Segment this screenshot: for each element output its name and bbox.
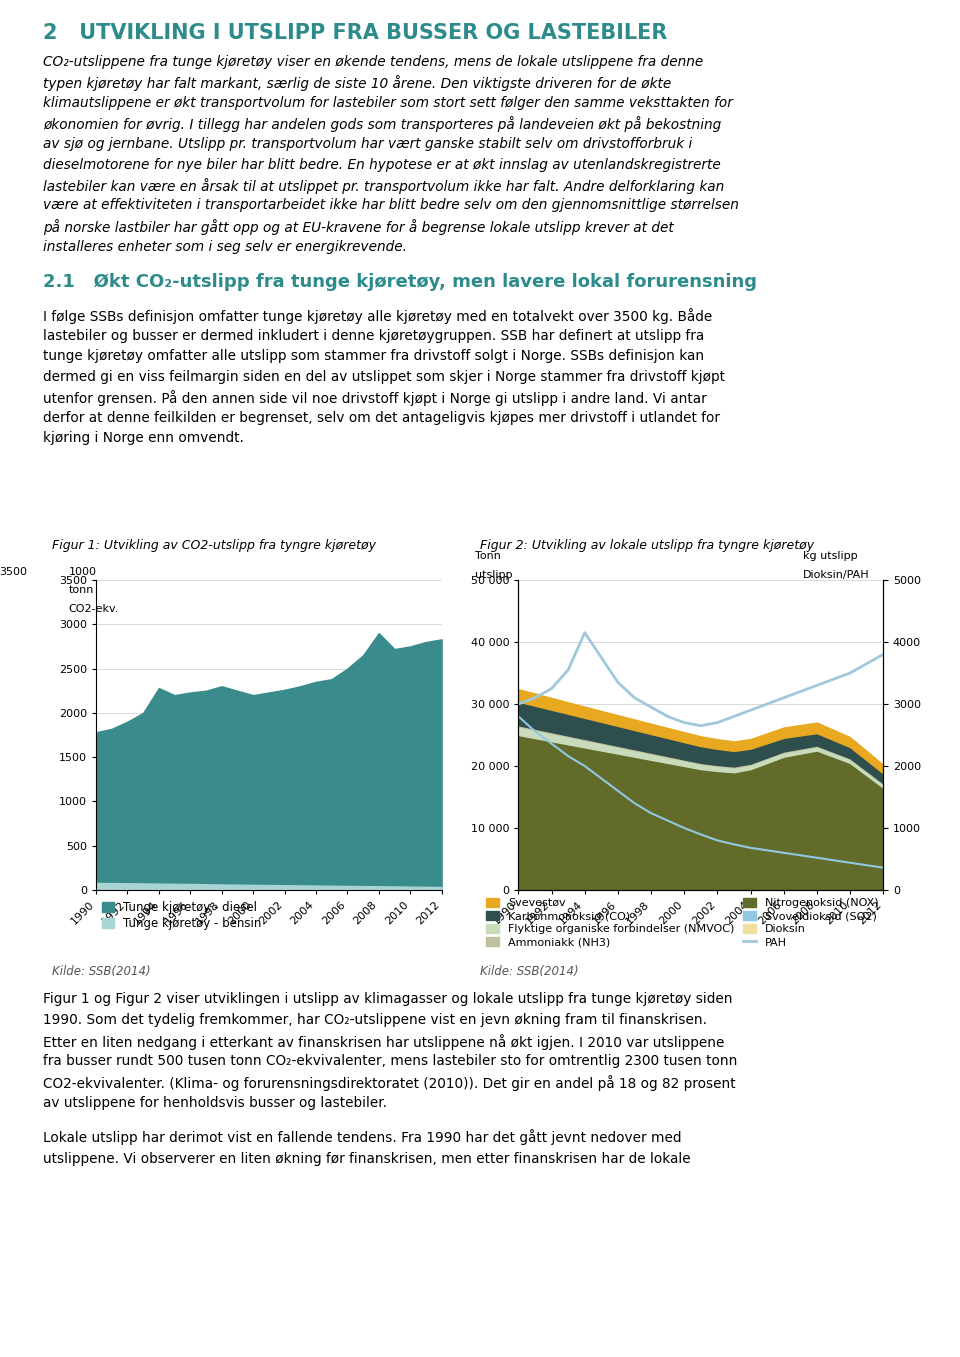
Text: Dioksin/PAH: Dioksin/PAH bbox=[803, 570, 870, 579]
Text: utslipp: utslipp bbox=[474, 570, 512, 579]
Text: CO2-ekvivalenter. (Klima- og forurensningsdirektoratet (2010)). Det gir en andel: CO2-ekvivalenter. (Klima- og forurensnin… bbox=[43, 1075, 735, 1091]
Text: I følge SSBs definisjon omfatter tunge kjøretøy alle kjøretøy med en totalvekt o: I følge SSBs definisjon omfatter tunge k… bbox=[43, 308, 712, 324]
Text: 2.1   Økt CO₂-utslipp fra tunge kjøretøy, men lavere lokal forurensning: 2.1 Økt CO₂-utslipp fra tunge kjøretøy, … bbox=[43, 273, 757, 290]
Text: Lokale utslipp har derimot vist en fallende tendens. Fra 1990 har det gått jevnt: Lokale utslipp har derimot vist en falle… bbox=[43, 1129, 682, 1145]
Text: Figur 1: Utvikling av CO2-utslipp fra tyngre kjøretøy: Figur 1: Utvikling av CO2-utslipp fra ty… bbox=[52, 540, 376, 552]
Text: installeres enheter som i seg selv er energikrevende.: installeres enheter som i seg selv er en… bbox=[43, 239, 407, 254]
Text: 2   UTVIKLING I UTSLIPP FRA BUSSER OG LASTEBILER: 2 UTVIKLING I UTSLIPP FRA BUSSER OG LAST… bbox=[43, 23, 667, 43]
Text: lastebiler og busser er dermed inkludert i denne kjøretøygruppen. SSB har define: lastebiler og busser er dermed inkludert… bbox=[43, 328, 705, 342]
Text: Tonn: Tonn bbox=[474, 551, 500, 562]
Text: tunge kjøretøy omfatter alle utslipp som stammer fra drivstoff solgt i Norge. SS: tunge kjøretøy omfatter alle utslipp som… bbox=[43, 349, 705, 364]
Legend: Tunge kjøretøy - diesel, Tunge kjøretøy - bensin: Tunge kjøretøy - diesel, Tunge kjøretøy … bbox=[102, 901, 261, 931]
Text: 1990. Som det tydelig fremkommer, har CO₂-utslippene vist en jevn økning fram ti: 1990. Som det tydelig fremkommer, har CO… bbox=[43, 1012, 708, 1027]
Text: 3500: 3500 bbox=[0, 567, 27, 577]
Text: utenfor grensen. På den annen side vil noe drivstoff kjøpt i Norge gi utslipp i : utenfor grensen. På den annen side vil n… bbox=[43, 391, 707, 406]
Text: Etter en liten nedgang i etterkant av finanskrisen har utslippene nå økt igjen. : Etter en liten nedgang i etterkant av fi… bbox=[43, 1034, 725, 1049]
Text: på norske lastbiler har gått opp og at EU-kravene for å begrense lokale utslipp : på norske lastbiler har gått opp og at E… bbox=[43, 218, 674, 235]
Text: av utslippene for henholdsvis busser og lastebiler.: av utslippene for henholdsvis busser og … bbox=[43, 1096, 387, 1110]
Text: fra busser rundt 500 tusen tonn CO₂-ekvivalenter, mens lastebiler sto for omtren: fra busser rundt 500 tusen tonn CO₂-ekvi… bbox=[43, 1054, 737, 1068]
Text: CO₂-utslippene fra tunge kjøretøy viser en økende tendens, mens de lokale utslip: CO₂-utslippene fra tunge kjøretøy viser … bbox=[43, 56, 704, 69]
Text: økonomien for øvrig. I tillegg har andelen gods som transporteres på landeveien : økonomien for øvrig. I tillegg har andel… bbox=[43, 117, 722, 133]
Text: kjøring i Norge enn omvendt.: kjøring i Norge enn omvendt. bbox=[43, 432, 244, 445]
Text: klimautslippene er økt transportvolum for lastebiler som stort sett følger den s: klimautslippene er økt transportvolum fo… bbox=[43, 96, 733, 110]
Text: utslippene. Vi observerer en liten økning før finanskrisen, men etter finanskris: utslippene. Vi observerer en liten øknin… bbox=[43, 1152, 691, 1167]
Legend: Svevestøv, Karbonmonoksid (CO), Flyktige organiske forbindelser (NMVOC), Ammonia: Svevestøv, Karbonmonoksid (CO), Flyktige… bbox=[486, 897, 879, 947]
Text: derfor at denne feilkilden er begrenset, selv om det antageligvis kjøpes mer dri: derfor at denne feilkilden er begrenset,… bbox=[43, 411, 720, 425]
Text: lastebiler kan være en årsak til at utslippet pr. transportvolum ikke har falt. : lastebiler kan være en årsak til at utsl… bbox=[43, 178, 725, 194]
Text: 1000: 1000 bbox=[68, 567, 96, 577]
Text: CO2-ekv.: CO2-ekv. bbox=[68, 604, 119, 615]
Text: typen kjøretøy har falt markant, særlig de siste 10 årene. Den viktigste drivere: typen kjøretøy har falt markant, særlig … bbox=[43, 76, 671, 91]
Text: Kilde: SSB(2014): Kilde: SSB(2014) bbox=[480, 965, 579, 978]
Text: tonn: tonn bbox=[68, 585, 94, 596]
Text: dermed gi en viss feilmargin siden en del av utslippet som skjer i Norge stammer: dermed gi en viss feilmargin siden en de… bbox=[43, 369, 725, 384]
Text: Figur 1 og Figur 2 viser utviklingen i utslipp av klimagasser og lokale utslipp : Figur 1 og Figur 2 viser utviklingen i u… bbox=[43, 992, 732, 1006]
Text: være at effektiviteten i transportarbeidet ikke har blitt bedre selv om den gjen: være at effektiviteten i transportarbeid… bbox=[43, 198, 739, 213]
Text: kg utslipp: kg utslipp bbox=[803, 551, 857, 562]
Text: Figur 2: Utvikling av lokale utslipp fra tyngre kjøretøy: Figur 2: Utvikling av lokale utslipp fra… bbox=[480, 540, 814, 552]
Text: dieselmotorene for nye biler har blitt bedre. En hypotese er at økt innslag av u: dieselmotorene for nye biler har blitt b… bbox=[43, 157, 721, 171]
Text: av sjø og jernbane. Utslipp pr. transportvolum har vært ganske stabilt selv om d: av sjø og jernbane. Utslipp pr. transpor… bbox=[43, 137, 692, 151]
Text: Kilde: SSB(2014): Kilde: SSB(2014) bbox=[52, 965, 151, 978]
